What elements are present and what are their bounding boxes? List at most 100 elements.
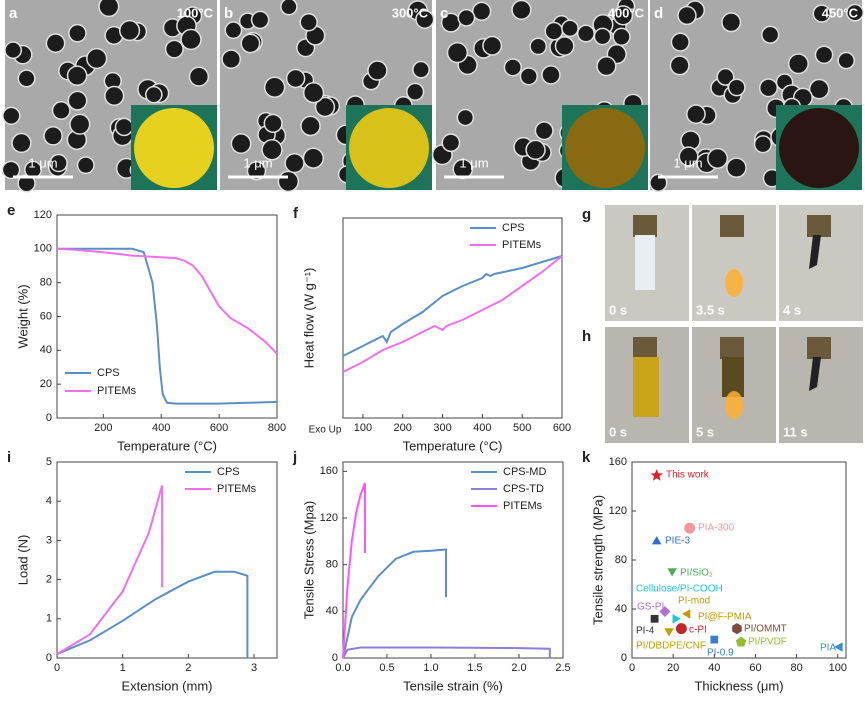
point-label: PI/PVDF [748,637,787,648]
legend-label: PITEMs [217,483,257,495]
sem-image [431,0,648,190]
sem-image [220,0,435,193]
plot-frame [56,461,278,659]
clamp [720,215,744,237]
pore [758,78,779,98]
x-tick-label: 600 [210,422,228,434]
pore [593,27,612,46]
pore [706,147,729,169]
pore [49,153,68,173]
pore [76,156,95,175]
pore [11,132,32,154]
pore [261,139,283,161]
time-label: 11 s [783,424,808,439]
pore [677,5,697,26]
pore [67,90,88,111]
point [675,623,687,635]
x-tick-label: 300 [433,422,451,434]
y-tick-label: 5 [46,456,52,468]
x-axis-title: Thickness (μm) [694,678,783,693]
y-tick-label: 0 [621,652,627,664]
x-tick-label: 40 [708,662,720,674]
pore [503,58,522,77]
film [633,357,659,417]
pore [554,36,575,56]
temperature-label: 100°C [177,5,214,20]
legend-label: PITEMs [503,500,543,512]
pore [51,101,71,120]
chart: k 0 20 40 60 80 100 0 40 80 120 160 Thickness (μm) Te… [582,449,847,693]
pore [263,113,283,134]
point-label: PIE-3 [665,536,690,547]
y-tick-label: 40 [326,605,338,617]
x-tick-label: 2 [185,662,191,674]
panel-letter: g [582,206,591,223]
x-tick-label: 500 [513,422,531,434]
clamp [807,337,831,359]
wafer [134,108,214,188]
pore [221,49,242,70]
pore [716,67,735,86]
x-tick-label: 200 [94,422,112,434]
pore [412,60,430,79]
pore [302,147,325,169]
point [664,628,674,637]
x-tick-label: 1 [120,662,126,674]
pore [415,9,435,29]
char [809,235,821,269]
annotation: PI-mod [678,596,710,607]
pore [457,8,476,27]
pore [612,27,631,46]
panel-letter: a [9,5,18,22]
y-tick-label: 120 [34,209,52,221]
x-tick-label: 80 [790,662,802,674]
temperature-label: 450°C [822,5,859,20]
point-label: PI-0.9 [707,648,734,659]
y-tick-label: 0 [46,652,52,664]
point [650,469,663,481]
pore [1,160,21,180]
pore [367,60,388,81]
plot-frame [342,461,564,659]
pore [66,65,88,87]
x-tick-label: 0 [54,662,60,674]
legend-label: PITEMs [502,239,542,251]
scale-label: 1 μm [459,155,488,170]
panel-letter: b [224,5,233,22]
legend-label: PITEMs [97,385,137,397]
x-tick-label: 1.5 [467,662,482,674]
pore [544,21,564,41]
pore [441,133,461,153]
pore [670,32,690,52]
y-tick-label: 80 [615,554,627,566]
y-tick-label: 2 [46,574,52,586]
legend-label: CPS [97,367,120,379]
line [342,482,366,659]
pore [529,37,548,56]
panel-letter: c [440,5,448,22]
pore [525,139,546,161]
pore [246,160,267,181]
y-axis-title: Tensile strength (MPa) [590,495,605,625]
line [56,570,249,658]
pore [534,121,554,141]
pore [2,106,21,126]
pore [263,76,286,98]
legend-label: CPS [217,466,240,478]
time-label: 3.5 s [696,302,725,317]
y-tick-label: 80 [40,277,52,289]
pore [787,53,809,75]
time-label: 5 s [696,424,714,439]
line [342,255,563,373]
x-tick-label: 20 [667,662,679,674]
x-axis-title: Temperature (°C) [403,438,503,453]
line [57,247,278,405]
pore [576,24,595,43]
pore [45,33,66,54]
point-label: PI@F-PMIA [698,612,752,623]
x-tick-label: 800 [268,422,286,434]
pore [686,104,706,125]
flame [725,391,743,419]
sem-image [1,0,217,193]
panel-letter: i [7,449,11,466]
